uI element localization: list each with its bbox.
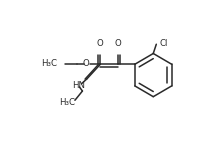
Text: H₃C: H₃C [41,59,57,68]
Text: O: O [114,39,120,48]
Text: O: O [82,59,89,68]
Text: H₃C: H₃C [59,98,74,107]
Text: Cl: Cl [159,39,167,48]
Text: HN: HN [72,81,84,90]
Text: O: O [96,39,103,48]
